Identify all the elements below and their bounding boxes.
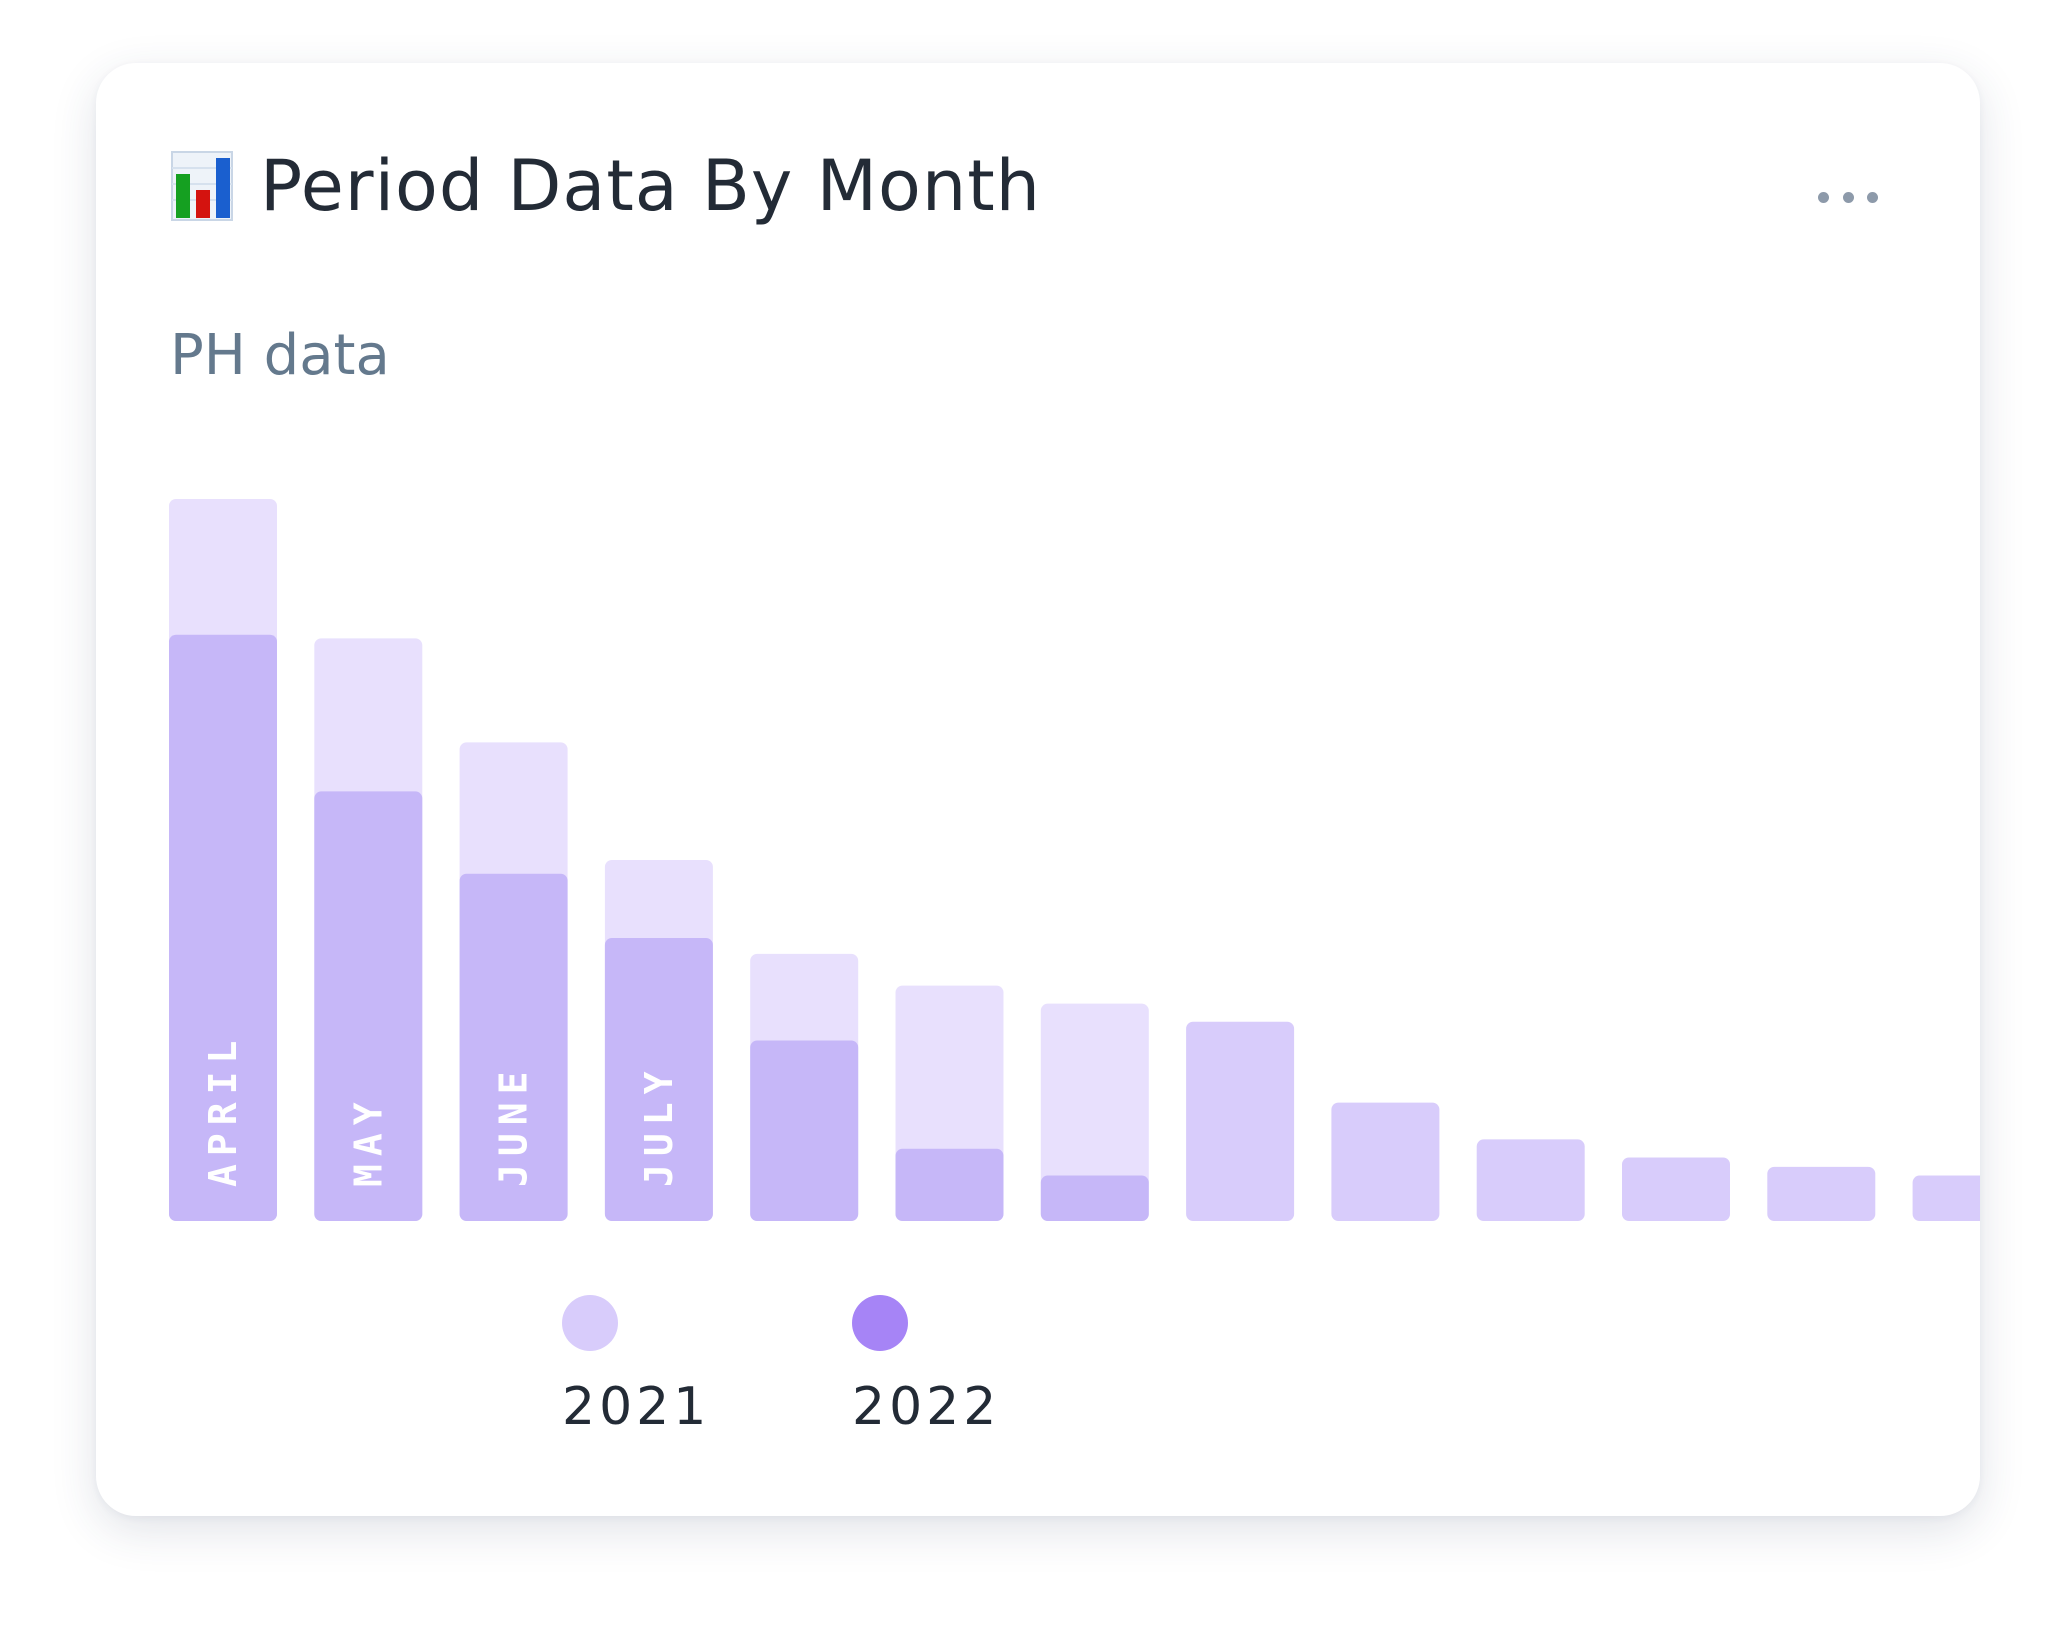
more-horizontal-icon — [1867, 191, 1878, 203]
bar-2021[interactable] — [1186, 1021, 1295, 1221]
bar-2021[interactable] — [1331, 1102, 1440, 1221]
bar-group — [1622, 1157, 1730, 1221]
bar-2021[interactable] — [1622, 1157, 1730, 1221]
bar-group — [750, 953, 859, 1222]
more-options-button[interactable] — [1818, 175, 1878, 219]
bar-group — [1331, 1102, 1440, 1221]
more-horizontal-icon — [1818, 191, 1829, 203]
more-horizontal-icon — [1842, 191, 1854, 203]
chart-card: Period Data By Month PH data APRIL MAY JUN… — [96, 63, 1980, 1516]
bar-group — [1186, 1021, 1295, 1221]
bar-group: JUNE — [459, 742, 568, 1221]
bar-group — [1912, 1175, 1980, 1221]
bar-2021[interactable] — [1767, 1166, 1876, 1221]
legend-label-2022: 2022 — [852, 1377, 1001, 1437]
bar-2022[interactable] — [604, 937, 713, 1221]
bar-2022[interactable] — [895, 1148, 1004, 1221]
bar-group — [1476, 1139, 1585, 1221]
bar-group — [1040, 1003, 1149, 1221]
bar-2021[interactable] — [1476, 1139, 1585, 1221]
bar-group — [895, 985, 1004, 1221]
chart-subtitle: PH data — [170, 323, 390, 388]
bar-group — [1767, 1166, 1876, 1221]
bar-2022[interactable] — [169, 634, 277, 1221]
chart-title: Period Data By Month — [260, 145, 1042, 227]
bar-2022[interactable] — [750, 1040, 859, 1222]
bar-group: MAY — [314, 638, 423, 1221]
bar-2022[interactable] — [459, 873, 568, 1221]
legend-item-2021[interactable]: 2021 — [562, 1295, 852, 1495]
card-header: Period Data By Month — [170, 145, 1041, 227]
bar-group: JULY — [604, 860, 713, 1221]
legend-item-2022[interactable]: 2022 — [852, 1295, 1142, 1495]
legend-swatch-2021 — [562, 1295, 618, 1351]
bar-2022[interactable] — [1040, 1175, 1149, 1221]
legend-swatch-2022 — [852, 1295, 908, 1351]
bar-2021[interactable] — [1912, 1175, 1980, 1221]
legend-label-2021: 2021 — [562, 1377, 711, 1437]
bar-group: APRIL — [169, 499, 277, 1221]
bar-chart-icon — [171, 151, 233, 221]
chart-legend: 2021 2022 — [562, 1295, 1142, 1495]
bar-2022[interactable] — [314, 791, 423, 1221]
bar-2021[interactable] — [1040, 1003, 1149, 1221]
